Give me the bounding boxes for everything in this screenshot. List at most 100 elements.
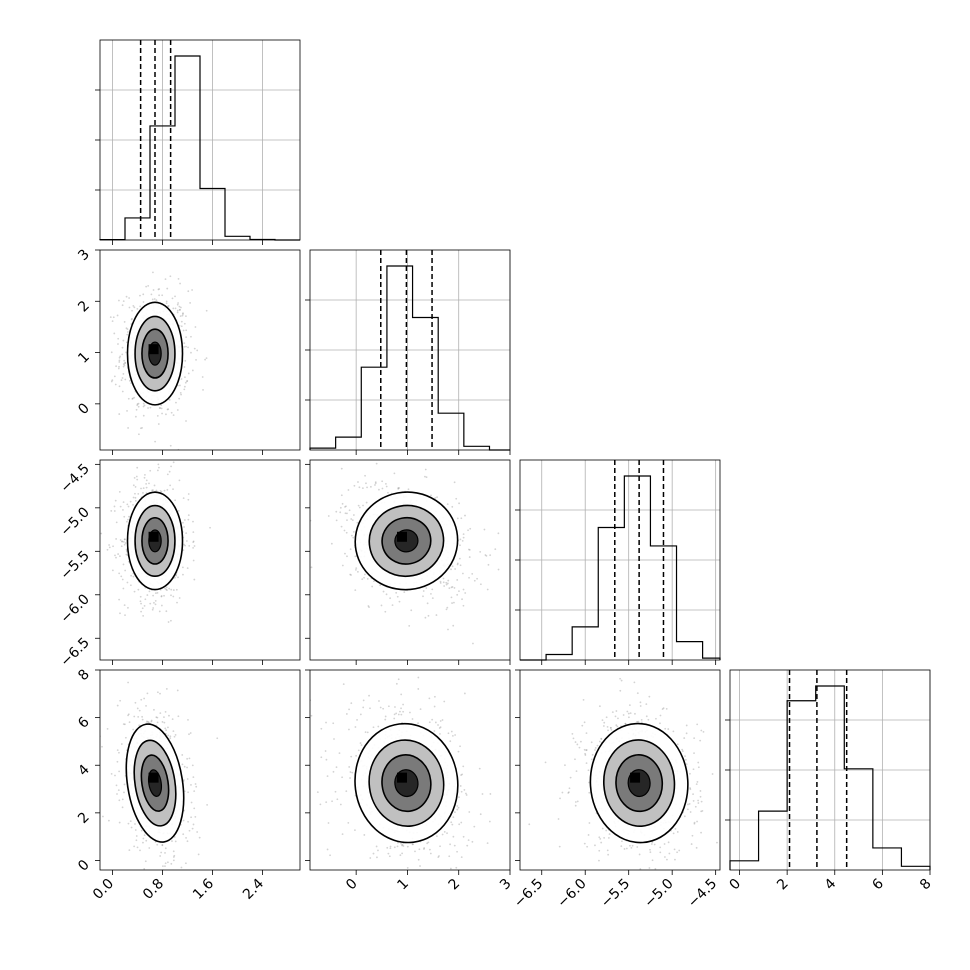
scatter-point-3-1-255	[122, 587, 125, 590]
scatter-point-4-1-167	[138, 724, 141, 727]
scatter-point-3-1-409	[129, 584, 132, 587]
scatter-point-4-2-671	[423, 847, 426, 849]
scatter-point-4-2-6	[368, 694, 370, 697]
scatter-point-2-1-618	[119, 355, 122, 358]
scatter-point-3-2-108	[393, 472, 396, 475]
scatter-point-3-1-290	[125, 553, 128, 556]
scatter-point-2-1-550	[186, 379, 189, 382]
scatter-point-4-1-43	[108, 819, 110, 822]
scatter-point-2-1-592	[167, 305, 170, 307]
scatter-point-4-3-328	[665, 707, 668, 710]
y-axis-3-2	[305, 463, 310, 639]
scatter-point-3-1-518	[175, 574, 178, 577]
scatter-point-3-2-53	[456, 517, 459, 520]
histogram-panel-2	[309, 249, 511, 451]
scatter-point-3-1-311	[165, 588, 168, 591]
scatter-point-2-1-390	[175, 401, 177, 404]
scatter-point-4-1-537	[135, 839, 138, 842]
scatter-point-4-3-280	[640, 718, 643, 721]
scatter-point-3-1-444	[168, 587, 171, 590]
scatter-point-4-3-566	[685, 763, 688, 765]
scatter-point-3-2-279	[467, 529, 469, 532]
scatter-point-4-1-229	[161, 844, 164, 847]
scatter-point-4-3-596	[636, 720, 638, 723]
scatter-point-4-2-470	[364, 731, 367, 734]
scatter-point-4-3-265	[585, 732, 588, 734]
scatter-point-4-3-404	[629, 844, 631, 847]
scatter-point-3-1-610	[139, 595, 142, 598]
scatter-point-4-2-61	[435, 835, 438, 837]
scatter-point-3-1-390	[174, 576, 176, 579]
scatter-point-2-1-544	[205, 309, 208, 312]
scatter-point-4-1-127	[123, 783, 126, 786]
scatter-point-4-2-337	[443, 830, 446, 833]
scatter-point-4-1-666	[174, 840, 177, 843]
scatter-point-4-2-137	[456, 808, 459, 811]
scatter-point-3-1-597	[167, 621, 170, 623]
scatter-point-4-2-451	[431, 889, 433, 891]
scatter-point-4-3-126	[598, 705, 601, 708]
scatter-point-4-2-624	[452, 835, 455, 838]
scatter-point-2-1-447	[183, 322, 186, 325]
scatter-point-3-1-72	[136, 466, 139, 469]
scatter-point-3-2-676	[384, 610, 387, 613]
scatter-point-3-2-113	[456, 579, 459, 581]
scatter-point-4-2-395	[449, 843, 451, 846]
scatter-point-4-3-609	[605, 829, 608, 832]
scatter-point-4-1-384	[206, 803, 209, 806]
scatter-point-4-3-343	[602, 725, 605, 727]
scatter-point-3-1-565	[113, 510, 116, 512]
scatter-point-4-3-624	[575, 770, 578, 773]
scatter-point-4-2-472	[359, 742, 362, 744]
scatter-point-4-1-294	[159, 712, 162, 715]
x-axis-1-1	[112, 240, 263, 245]
scatter-point-4-3-1	[581, 724, 584, 727]
x-tick-label-4-5: 8	[917, 876, 935, 894]
scatter-point-3-2-97	[462, 588, 465, 591]
scatter-point-3-1-158	[122, 509, 124, 511]
scatter-point-4-1-435	[135, 835, 138, 837]
scatter-point-4-2-550	[462, 765, 465, 768]
scatter-point-3-2-247	[351, 519, 354, 522]
scatter-point-3-1-590	[172, 461, 175, 464]
scatter-point-4-3-515	[650, 843, 653, 845]
scatter-point-2-1-553	[190, 335, 192, 338]
scatter-point-4-1-374	[193, 790, 196, 793]
scatter-point-3-1-682	[127, 505, 130, 508]
scatter-point-2-1-350	[194, 326, 197, 328]
scatter-point-4-2-663	[348, 708, 350, 711]
scatter-point-4-2-485	[376, 856, 378, 859]
scatter-point-3-1-538	[122, 501, 125, 504]
scatter-point-3-1-494	[170, 588, 173, 591]
scatter-point-4-1-325	[123, 723, 126, 726]
scatter-point-3-2-287	[349, 573, 352, 576]
scatter-point-3-1-472	[119, 539, 122, 541]
scatter-point-4-2-314	[319, 803, 322, 806]
scatter-point-4-3-56	[636, 692, 639, 695]
scatter-point-2-1-349	[170, 411, 173, 414]
scatter-point-4-2-401	[387, 705, 390, 708]
scatter-point-3-2-413	[371, 585, 374, 588]
scatter-point-3-1-406	[143, 604, 146, 607]
scatter-point-4-2-253	[437, 724, 439, 726]
scatter-point-4-1-346	[161, 876, 163, 878]
scatter-point-2-1-42	[179, 306, 182, 309]
scatter-point-4-2-356	[332, 770, 335, 773]
scatter-point-4-1-281	[172, 850, 175, 853]
scatter-point-2-1-524	[125, 295, 128, 298]
scatter-point-3-1-357	[143, 476, 146, 479]
scatter-point-4-1-56	[164, 852, 166, 854]
scatter-point-4-2-434	[441, 719, 444, 721]
y-axis-4-4	[725, 719, 730, 821]
scatter-point-2-1-581	[157, 288, 160, 291]
scatter-point-4-2-199	[339, 803, 342, 806]
scatter-point-4-1-37	[118, 799, 121, 802]
scatter-point-3-2-70	[472, 642, 474, 645]
scatter-point-4-1-452	[110, 772, 113, 775]
scatter-point-4-3-118	[574, 741, 577, 743]
scatter-point-3-2-245	[358, 506, 361, 509]
scatter-point-4-1-530	[106, 727, 109, 730]
scatter-point-3-2-186	[357, 504, 360, 507]
scatter-point-4-2-68	[397, 713, 400, 716]
scatter-point-2-1-649	[133, 306, 136, 309]
